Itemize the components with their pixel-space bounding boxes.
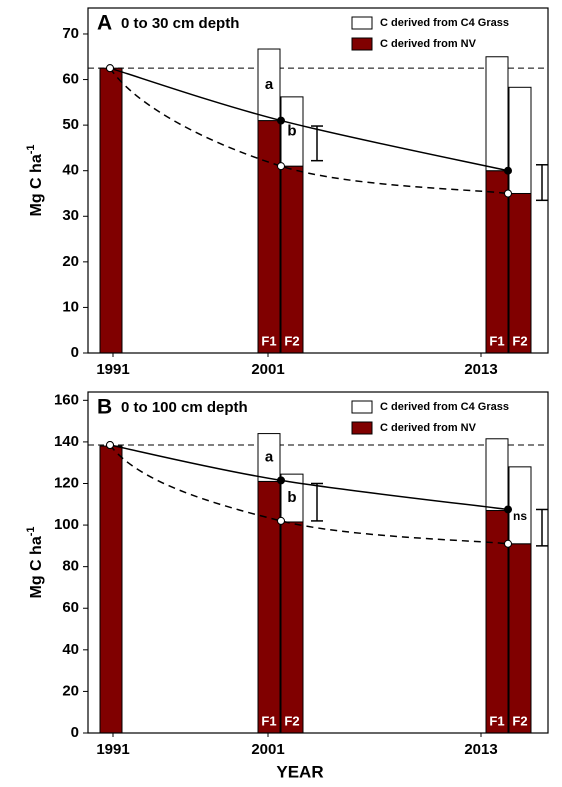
significance-letter: a [265, 448, 274, 465]
panel-title: 0 to 100 cm depth [121, 399, 248, 416]
bar-c4 [508, 86, 532, 194]
bar-label: F2 [284, 713, 299, 728]
y-tick-label: 0 [71, 724, 79, 741]
y-tick-label: 140 [54, 433, 79, 450]
y-tick-label: 20 [62, 682, 79, 699]
line-point [277, 116, 285, 125]
error-bar [536, 164, 548, 202]
x-tick-label: 1991 [96, 361, 129, 378]
y-tick-label: 10 [62, 298, 79, 315]
legend-label: C derived from NV [380, 422, 477, 434]
bar-nv [508, 543, 532, 734]
solid-line [109, 67, 509, 172]
y-axis-label-text: Mg C ha [28, 154, 45, 216]
y-tick-label: 20 [62, 253, 79, 270]
bar-c4 [485, 438, 509, 512]
bar-c4 [485, 56, 509, 172]
significance-letter: ns [513, 509, 527, 523]
bar-label: F1 [489, 713, 504, 728]
panel-letter: B [97, 396, 112, 419]
bar-nv [485, 170, 509, 354]
x-tick-label: 2013 [464, 361, 497, 378]
y-axis-label: Mg C ha-1 [25, 145, 45, 217]
dashed-line [109, 444, 509, 545]
line-point [277, 476, 285, 485]
bar-label: F1 [261, 333, 276, 348]
y-tick-label: 80 [62, 558, 79, 575]
bar-nv [280, 165, 304, 354]
x-tick-label: 1991 [96, 741, 129, 758]
bar-c4 [257, 433, 281, 482]
legend-swatch [351, 421, 373, 435]
bar-nv [99, 445, 123, 734]
y-axis-label-text: Mg C ha [28, 536, 45, 598]
error-bar [311, 125, 323, 162]
legend-swatch [351, 400, 373, 414]
error-bar [311, 482, 323, 522]
legend-label: C derived from C4 Grass [380, 401, 509, 413]
bar-c4 [280, 96, 304, 167]
y-tick-label: 70 [62, 25, 79, 42]
significance-letter: a [265, 76, 274, 93]
panel-title: 0 to 30 cm depth [121, 15, 239, 32]
bar-nv [508, 192, 532, 354]
dashed-line [109, 67, 509, 195]
y-tick-label: 0 [71, 344, 79, 361]
y-tick-label: 60 [62, 71, 79, 88]
line-point [504, 539, 512, 548]
solid-line [109, 444, 509, 511]
legend-swatch [351, 37, 373, 51]
y-tick-label: 30 [62, 207, 79, 224]
y-tick-label: 40 [62, 641, 79, 658]
x-tick-label: 2001 [251, 361, 284, 378]
bar-label: F2 [512, 713, 527, 728]
plot-frame [87, 391, 549, 734]
line-point [277, 162, 285, 171]
bar-c4 [508, 466, 532, 545]
bar-nv [99, 67, 123, 354]
legend-label: C derived from C4 Grass [380, 17, 509, 29]
legend-swatch [351, 16, 373, 30]
y-tick-label: 40 [62, 162, 79, 179]
legend-label: C derived from NV [380, 38, 477, 50]
y-axis-label-sup: -1 [25, 145, 37, 155]
panel-letter: A [97, 12, 112, 35]
bar-c4 [257, 48, 281, 122]
y-tick-label: 160 [54, 391, 79, 408]
line-point [504, 189, 512, 198]
y-axis-label: Mg C ha-1 [25, 527, 45, 599]
y-tick-label: 120 [54, 474, 79, 491]
bar-c4 [280, 473, 304, 523]
line-point [106, 441, 114, 450]
bar-nv [257, 120, 281, 354]
line-point [504, 166, 512, 175]
y-axis-label-sup: -1 [25, 527, 37, 537]
line-point [504, 505, 512, 514]
bar-label: F2 [512, 333, 527, 348]
plot-frame [87, 7, 549, 354]
bar-label: F2 [284, 333, 299, 348]
error-bar [536, 508, 548, 547]
y-tick-label: 60 [62, 599, 79, 616]
y-tick-label: 100 [54, 516, 79, 533]
line-point [106, 64, 114, 73]
significance-letter: b [287, 122, 296, 139]
significance-letter: b [287, 489, 296, 506]
x-axis-label: YEAR [276, 762, 323, 781]
x-tick-label: 2001 [251, 741, 284, 758]
bar-label: F1 [261, 713, 276, 728]
x-tick-label: 2013 [464, 741, 497, 758]
bar-nv [280, 521, 304, 734]
y-tick-label: 50 [62, 116, 79, 133]
bar-label: F1 [489, 333, 504, 348]
line-point [277, 516, 285, 525]
